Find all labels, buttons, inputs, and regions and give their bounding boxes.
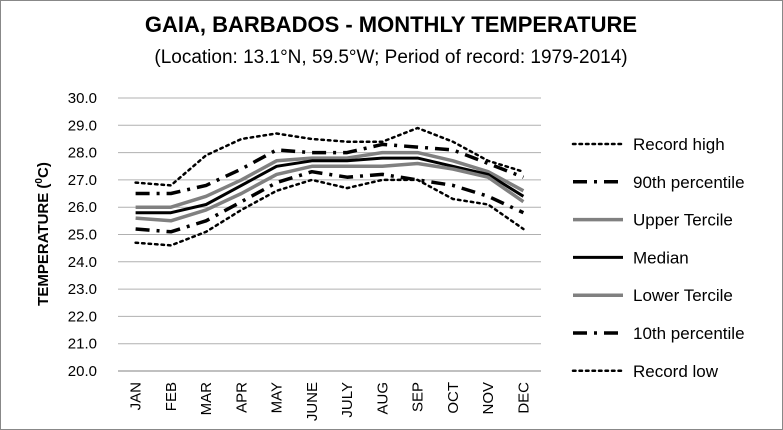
legend-label: Median <box>633 248 689 267</box>
y-tick-label: 25.0 <box>68 227 97 244</box>
legend-label: 10th percentile <box>633 324 745 343</box>
chart-title: GAIA, BARBADOS - MONTHLY TEMPERATURE <box>145 12 637 37</box>
legend-label: Lower Tercile <box>633 286 733 305</box>
x-tick-label: SEP <box>410 382 427 412</box>
y-tick-label: 26.0 <box>68 199 97 216</box>
series-line-10th-percentile <box>135 169 525 234</box>
y-tick-label: 21.0 <box>68 336 97 353</box>
y-tick-label: 20.0 <box>68 363 97 380</box>
series-line-record-low <box>134 178 525 247</box>
x-tick-label: MAR <box>198 382 215 416</box>
legend-label: Record low <box>633 362 719 381</box>
legend-label: Upper Tercile <box>633 211 733 230</box>
x-axis-ticks: JAN FEB MAR APR MAY JUNE JULY AUG SEP OCT NOV DEC <box>128 382 533 421</box>
series-line-record-high <box>134 126 525 187</box>
x-tick-label: JUNE <box>304 382 321 421</box>
chart-legend: Record high 90th percentile Upper Tercile M… <box>571 135 745 381</box>
y-tick-label: 23.0 <box>68 281 97 298</box>
y-tick-label: 22.0 <box>68 308 97 325</box>
y-axis-ticks: 20.0 21.0 22.0 23.0 24.0 25.0 26.0 27.0 28.0 29.0… <box>68 90 97 380</box>
x-tick-label: NOV <box>480 382 497 415</box>
legend-label: Record high <box>633 135 725 154</box>
x-tick-label: JAN <box>128 382 145 410</box>
x-tick-label: OCT <box>445 382 462 414</box>
legend-label: 90th percentile <box>633 173 745 192</box>
gridlines <box>118 97 541 372</box>
y-tick-label: 29.0 <box>68 117 97 134</box>
x-tick-label: AUG <box>374 382 391 415</box>
x-tick-label: MAY <box>269 382 286 413</box>
chart-subtitle: (Location: 13.1°N, 59.5°W; Period of rec… <box>154 47 627 68</box>
y-axis-label: TEMPERATURE (0C) <box>34 162 52 306</box>
y-tick-label: 28.0 <box>68 145 97 162</box>
y-tick-label: 30.0 <box>68 90 97 107</box>
series-line-median <box>135 156 525 215</box>
x-tick-label: JULY <box>339 382 356 418</box>
y-tick-label: 24.0 <box>68 254 97 271</box>
series-line-upper-tercile <box>135 150 525 209</box>
x-tick-label: APR <box>233 382 250 413</box>
series-line-90th-percentile <box>135 142 525 196</box>
series-line-lower-tercile <box>135 161 525 223</box>
y-tick-label: 27.0 <box>68 172 97 189</box>
series-lines <box>134 126 525 247</box>
x-tick-label: FEB <box>163 382 180 411</box>
x-tick-label: DEC <box>515 382 532 414</box>
